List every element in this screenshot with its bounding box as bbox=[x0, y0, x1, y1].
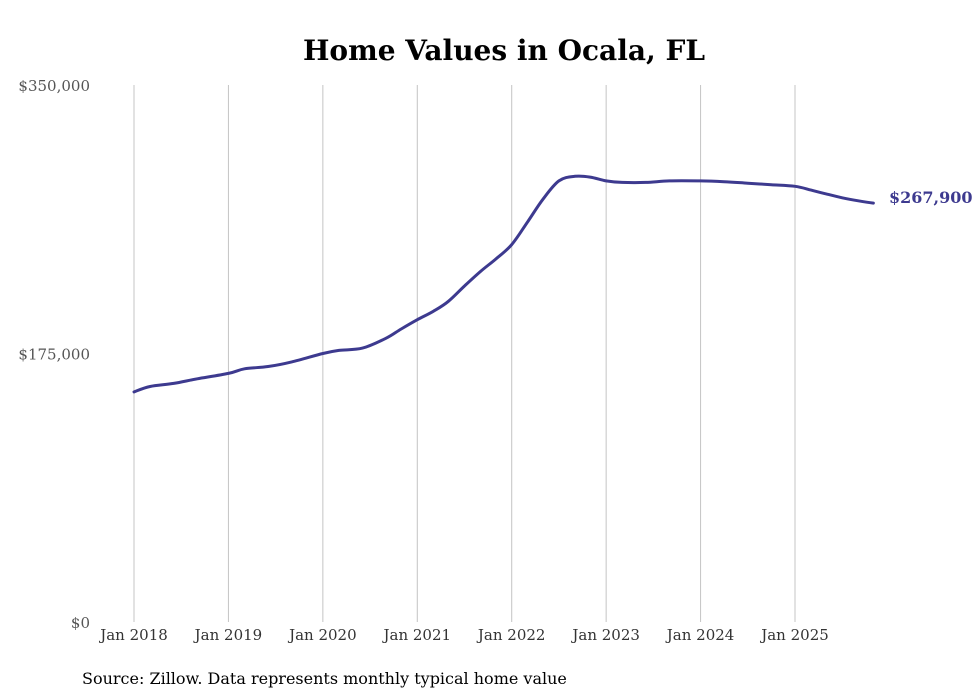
x-tick-label: Jan 2018 bbox=[98, 626, 168, 644]
x-tick-label: Jan 2022 bbox=[476, 626, 546, 644]
x-tick-label: Jan 2021 bbox=[382, 626, 452, 644]
source-note: Source: Zillow. Data represents monthly … bbox=[82, 669, 567, 688]
x-tick-label: Jan 2024 bbox=[665, 626, 735, 644]
x-axis: Jan 2018 Jan 2019 Jan 2020 Jan 2021 Jan 2022… bbox=[98, 626, 829, 644]
y-tick-label: $0 bbox=[71, 614, 90, 632]
x-tick-label: Jan 2019 bbox=[193, 626, 263, 644]
x-tick-label: Jan 2023 bbox=[570, 626, 640, 644]
x-tick-label: Jan 2025 bbox=[759, 626, 829, 644]
x-tick-label: Jan 2020 bbox=[287, 626, 357, 644]
end-value-label: $267,900 bbox=[889, 188, 973, 207]
y-axis: $0 $175,000 $350,000 bbox=[18, 77, 90, 632]
y-tick-label: $175,000 bbox=[18, 346, 90, 364]
grid bbox=[133, 85, 796, 622]
series-line bbox=[132, 174, 875, 394]
chart-title: Home Values in Ocala, FL bbox=[303, 34, 705, 67]
y-tick-label: $350,000 bbox=[18, 77, 90, 95]
